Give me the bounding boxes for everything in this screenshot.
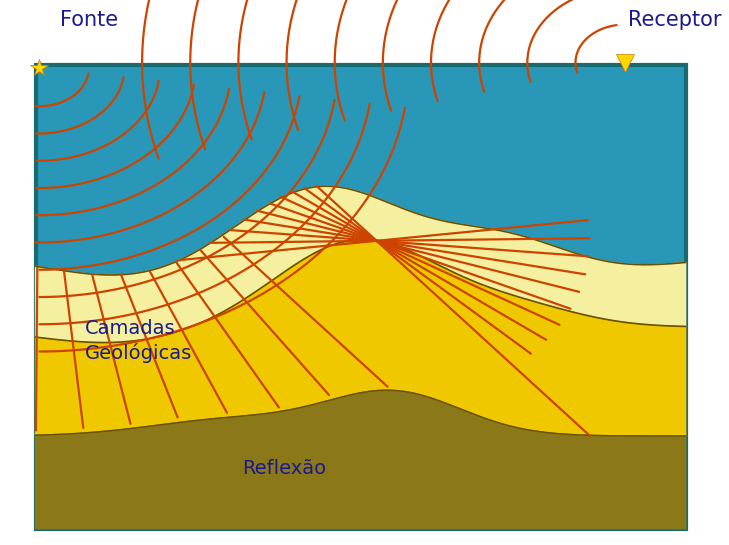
Polygon shape <box>36 390 686 529</box>
Text: Fonte: Fonte <box>60 10 118 30</box>
Bar <box>36 65 686 529</box>
Text: Camadas
Geológicas: Camadas Geológicas <box>85 319 192 362</box>
Polygon shape <box>36 186 686 343</box>
Text: Reflexão: Reflexão <box>242 459 327 478</box>
Polygon shape <box>36 239 686 436</box>
Text: Receptor: Receptor <box>628 10 722 30</box>
